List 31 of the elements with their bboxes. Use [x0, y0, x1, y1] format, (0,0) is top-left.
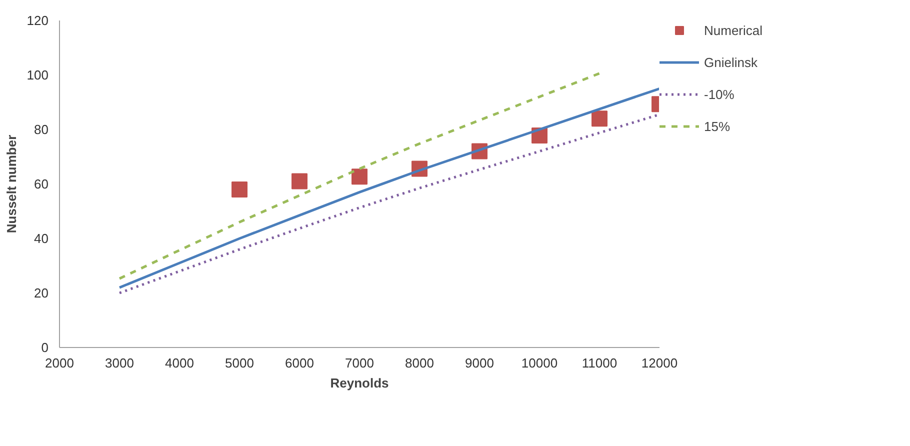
x-tick-label: 7000: [345, 356, 374, 370]
x-tick-label: 4000: [165, 356, 194, 370]
x-tick-label: 3000: [105, 356, 134, 370]
x-tick-label: 12000: [641, 356, 678, 370]
x-axis-title: Reynolds: [330, 376, 389, 390]
legend-label: -10%: [704, 86, 734, 102]
line-series: [118, 87, 660, 289]
y-tick-label: 0: [41, 340, 49, 355]
legend-label: 15%: [704, 118, 730, 134]
y-axis-title: Nusselt number: [4, 134, 19, 234]
x-tick-label: 2000: [45, 356, 74, 370]
y-tick-label: 80: [34, 122, 49, 137]
y-tick-label: 40: [34, 231, 49, 246]
point: [592, 110, 608, 127]
x-tick-label: 11000: [582, 356, 618, 370]
x-tick-label: 10000: [521, 356, 558, 370]
x-tick-label: 9000: [465, 356, 494, 370]
line-series: [118, 113, 660, 294]
y-tick-label: 120: [26, 13, 49, 28]
point: [352, 168, 368, 185]
legend-label: Gnielinsk: [704, 54, 758, 70]
x-tick-label: 5000: [225, 356, 254, 370]
point: [292, 173, 308, 190]
point: [232, 181, 248, 198]
y-tick-label: 60: [34, 176, 49, 192]
line-series: [118, 72, 601, 280]
legend-label: Numerical: [704, 22, 763, 38]
y-tick-label: 100: [26, 68, 49, 82]
y-tick-label: 20: [34, 286, 49, 300]
x-tick-label: 8000: [405, 356, 434, 370]
x-tick-label: 6000: [285, 356, 314, 370]
